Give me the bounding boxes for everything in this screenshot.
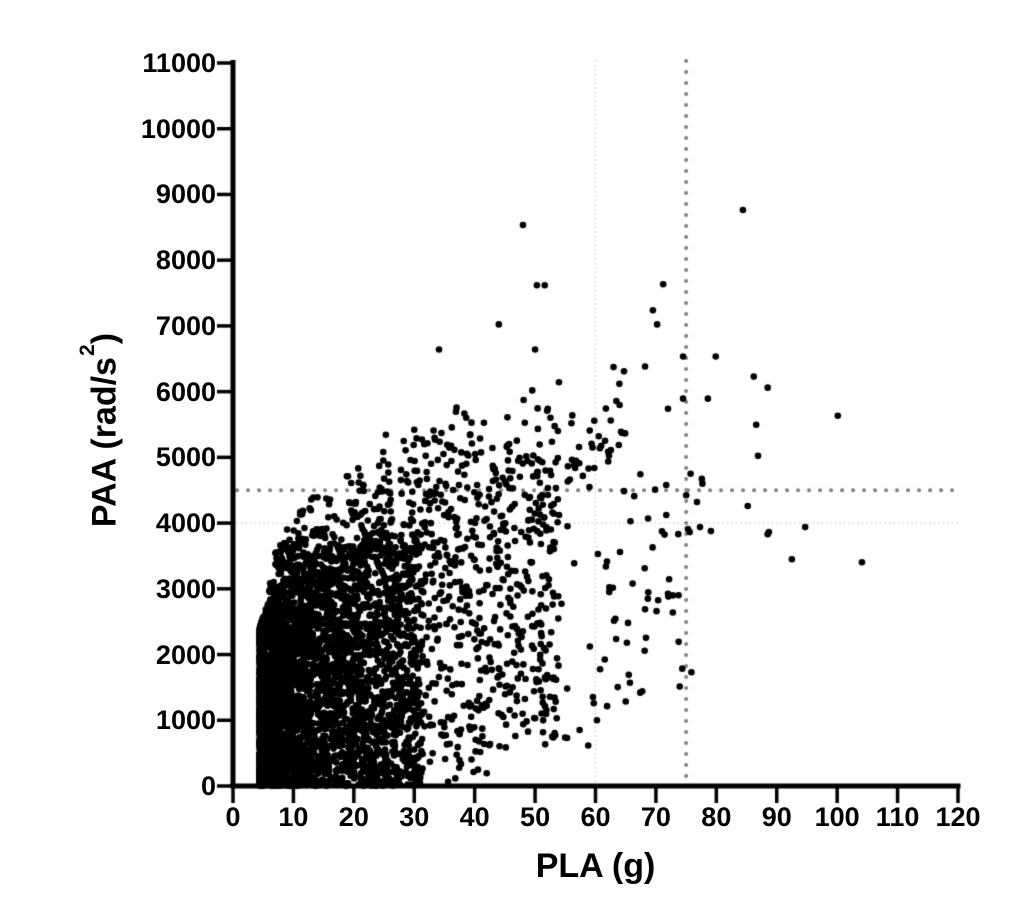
- y-axis-title-text: PAA (rad/s: [85, 357, 124, 528]
- x-tick-label: 100: [814, 802, 860, 832]
- y-tick-label: 6000: [155, 376, 216, 407]
- y-tick-label: 1000: [155, 705, 216, 736]
- y-tick-label: 0: [200, 771, 216, 801]
- y-tick-label: 9000: [155, 179, 216, 210]
- x-tick-label: 30: [399, 802, 430, 832]
- y-axis-title: PAA (rad/s2): [75, 230, 124, 630]
- y-tick-label: 5000: [155, 442, 216, 473]
- x-tick-label: 80: [701, 802, 732, 832]
- x-axis-title: PLA (g): [535, 847, 656, 885]
- x-tick-label: 50: [520, 802, 551, 832]
- y-tick-label: 7000: [155, 310, 216, 341]
- x-tick-label: 40: [459, 802, 490, 832]
- x-tick-label: 90: [761, 802, 792, 832]
- x-tick-label: 60: [580, 802, 611, 832]
- y-tick-label: 4000: [155, 508, 216, 539]
- y-tick-label: 8000: [155, 245, 216, 276]
- x-tick-label: 20: [338, 802, 369, 832]
- y-axis-title-superscript: 2: [75, 344, 99, 357]
- y-tick-label: 10000: [140, 113, 216, 144]
- x-tick-label: 10: [278, 802, 309, 832]
- x-tick-label: 120: [935, 802, 981, 832]
- y-tick-label: 3000: [155, 573, 216, 604]
- y-tick-label: 2000: [155, 639, 216, 670]
- x-tick-label: 0: [225, 802, 241, 832]
- x-tick-label: 110: [875, 802, 920, 832]
- x-tick-label: 70: [640, 802, 671, 832]
- y-axis-title-suffix: ): [85, 332, 124, 345]
- y-tick-label: 11000: [142, 48, 216, 78]
